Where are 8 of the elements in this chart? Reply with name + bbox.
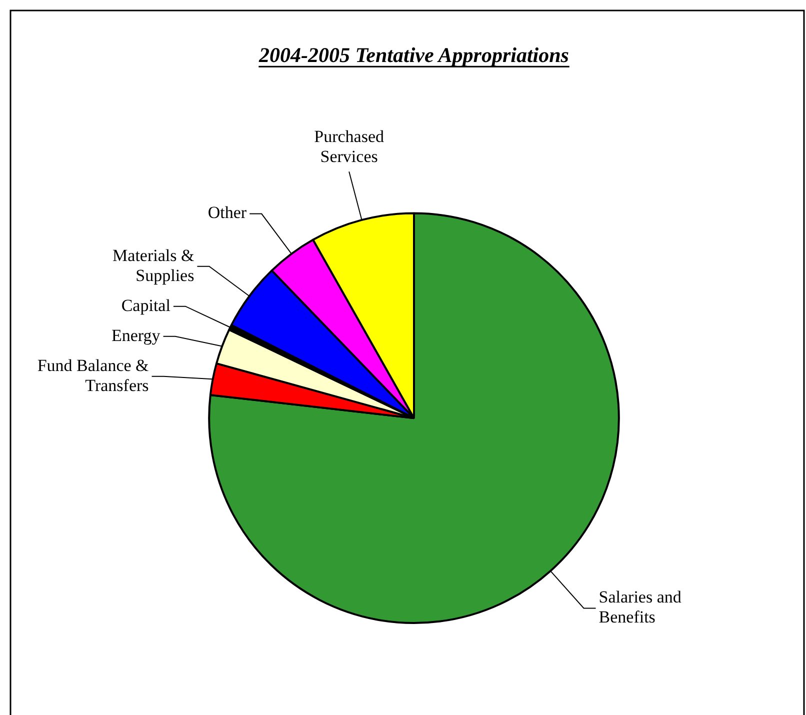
slice-label: Materials & Supplies xyxy=(112,246,194,285)
chart-title: 2004-2005 Tentative Appropriations xyxy=(258,43,569,68)
slice-label: Energy xyxy=(111,326,161,345)
slice-label: Salaries and Benefits xyxy=(598,588,682,627)
slice-label: Fund Balance & Transfers xyxy=(37,356,149,395)
slice-label: Capital xyxy=(121,296,171,315)
slice-label: Other xyxy=(208,203,247,222)
slice-label: Purchased Services xyxy=(314,127,384,166)
